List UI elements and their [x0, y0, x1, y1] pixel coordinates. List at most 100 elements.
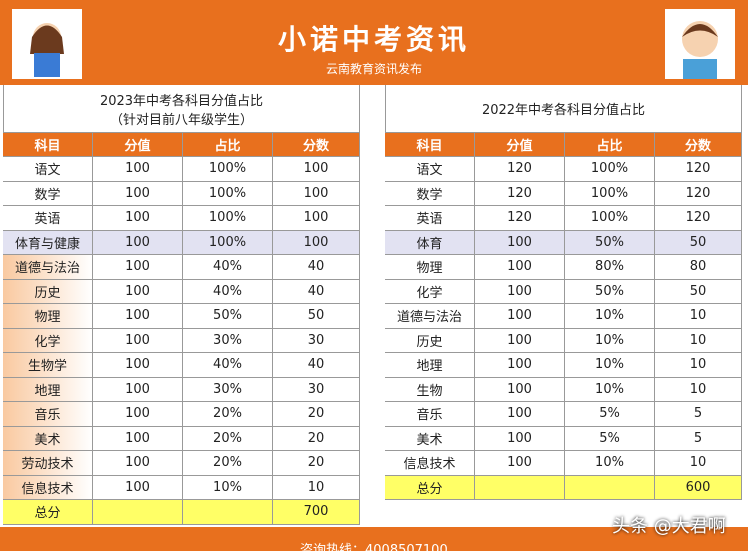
table-cell: 100 — [93, 451, 183, 476]
hotline: 咨询热线：4008507100 — [300, 543, 448, 551]
table-cell: 100% — [565, 206, 655, 231]
table-cell: 100 — [475, 353, 565, 378]
table-cell: 语文 — [385, 157, 475, 182]
table-cell: 80% — [565, 255, 655, 280]
table-cell: 美术 — [3, 426, 93, 451]
table-cell: 30% — [183, 328, 273, 353]
watermark: 头条 @大君啊 — [612, 516, 726, 537]
table-cell: 100 — [475, 426, 565, 451]
table-cell: 历史 — [3, 279, 93, 304]
avatar-left — [12, 9, 82, 79]
table-cell: 20% — [183, 402, 273, 427]
table-cell: 120 — [655, 157, 742, 182]
table-cell: 劳动技术 — [3, 451, 93, 476]
table-cell: 100 — [93, 181, 183, 206]
table-cell: 道德与法治 — [3, 255, 93, 280]
table-cell: 100 — [93, 328, 183, 353]
table-cell: 地理 — [385, 353, 475, 378]
table-cell: 20 — [273, 426, 360, 451]
table-cell: 100 — [93, 230, 183, 255]
table-cell: 美术 — [385, 426, 475, 451]
table-cell: 100 — [93, 157, 183, 182]
table-cell: 100 — [475, 304, 565, 329]
table-cell: 100% — [183, 230, 273, 255]
table-cell: 道德与法治 — [385, 304, 475, 329]
table-cell: 英语 — [385, 206, 475, 231]
table-cell: 40% — [183, 279, 273, 304]
table-cell: 100 — [93, 377, 183, 402]
table-cell: 历史 — [385, 328, 475, 353]
table-cell: 20% — [183, 451, 273, 476]
table-cell: 40% — [183, 353, 273, 378]
table-cell: 10% — [565, 377, 655, 402]
table-cell: 100% — [183, 157, 273, 182]
table-cell: 100 — [93, 475, 183, 500]
table-cell: 音乐 — [3, 402, 93, 427]
table-cell: 信息技术 — [3, 475, 93, 500]
table-cell: 50 — [273, 304, 360, 329]
table-cell: 100 — [475, 279, 565, 304]
column-header: 分值 — [475, 133, 565, 157]
table-cell: 100 — [93, 279, 183, 304]
table-cell: 10% — [183, 475, 273, 500]
title: 小诺中考资讯 — [277, 23, 470, 56]
table-cell: 30 — [273, 377, 360, 402]
table-cell: 5% — [565, 402, 655, 427]
table-cell: 80 — [655, 255, 742, 280]
table-cell: 40 — [273, 279, 360, 304]
table-cell: 20 — [273, 451, 360, 476]
avatar-right — [665, 9, 735, 79]
table-cell: 10 — [655, 328, 742, 353]
table-cell: 50 — [655, 279, 742, 304]
table-cell: 英语 — [3, 206, 93, 231]
table-cell: 10 — [273, 475, 360, 500]
table-cell: 语文 — [3, 157, 93, 182]
table-cell: 5 — [655, 426, 742, 451]
table-cell: 10 — [655, 304, 742, 329]
total-cell — [183, 500, 273, 525]
table-title: 2023年中考各科目分值占比 （针对目前八年级学生） — [3, 85, 360, 133]
header-band — [0, 0, 748, 85]
table-cell: 100 — [93, 426, 183, 451]
table-cell: 信息技术 — [385, 451, 475, 476]
table-cell: 120 — [475, 206, 565, 231]
table-cell: 100 — [93, 304, 183, 329]
table-cell: 化学 — [385, 279, 475, 304]
table-cell: 10 — [655, 451, 742, 476]
table-cell: 100 — [475, 377, 565, 402]
total-value: 600 — [655, 475, 742, 500]
total-label: 总分 — [3, 500, 93, 525]
table-cell: 50 — [655, 230, 742, 255]
table-cell: 10 — [655, 353, 742, 378]
total-cell — [565, 475, 655, 500]
table-cell: 100 — [93, 206, 183, 231]
column-header: 分值 — [93, 133, 183, 157]
total-cell — [475, 475, 565, 500]
table-cell: 30 — [273, 328, 360, 353]
table-cell: 100 — [475, 328, 565, 353]
table-cell: 40 — [273, 255, 360, 280]
table-cell: 100 — [93, 353, 183, 378]
table-cell: 100% — [565, 157, 655, 182]
table-cell: 10% — [565, 451, 655, 476]
table-cell: 20% — [183, 426, 273, 451]
table-cell: 40 — [273, 353, 360, 378]
table-title: 2022年中考各科目分值占比 — [385, 85, 742, 133]
table-cell: 50% — [565, 230, 655, 255]
column-header: 分数 — [273, 133, 360, 157]
table-cell: 100 — [273, 206, 360, 231]
table-cell: 120 — [475, 157, 565, 182]
table-cell: 数学 — [3, 181, 93, 206]
column-header: 科目 — [3, 133, 93, 157]
table-cell: 5% — [565, 426, 655, 451]
table-cell: 100% — [565, 181, 655, 206]
table-cell: 10% — [565, 353, 655, 378]
table-cell: 体育 — [385, 230, 475, 255]
column-header: 占比 — [183, 133, 273, 157]
table-title-line: 2022年中考各科目分值占比 — [481, 103, 646, 118]
table-cell: 化学 — [3, 328, 93, 353]
table-cell: 100 — [273, 230, 360, 255]
table-cell: 10% — [565, 304, 655, 329]
table-cell: 120 — [655, 206, 742, 231]
table-cell: 体育与健康 — [3, 230, 93, 255]
